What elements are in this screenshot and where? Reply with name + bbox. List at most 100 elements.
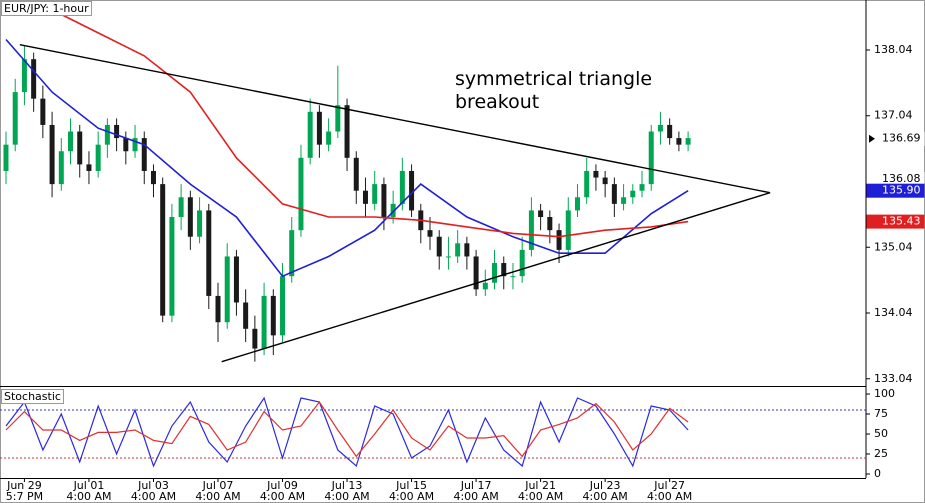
y-tick-label: 25 [874,447,888,460]
candle-body [160,184,166,316]
y-tick-label: 138.04 [874,43,913,56]
candle-body [114,124,120,139]
series-line [221,192,771,363]
candle-body [362,190,368,204]
candle-body [482,282,488,290]
candle-body [621,197,627,204]
candle-body [169,217,175,316]
candle-body [31,59,37,99]
candle-body [289,230,295,277]
candle-body [353,157,359,191]
candle-body [611,184,617,204]
x-tick-label: Jul 01 [73,479,105,492]
y-tick-label: 100 [874,387,895,400]
candle-body [399,170,405,204]
chart-title: EUR/JPY: 1-hour [1,1,92,16]
candle-body [77,131,83,165]
candle-body [492,263,498,283]
x-time-label: 4:00 AM [518,490,563,503]
candle-body [316,111,322,145]
candle-body [602,177,608,185]
candle-body [335,105,341,132]
x-time-label: 4:00 AM [195,490,240,503]
panel-title: Stochastic [1,389,64,404]
series-line [51,9,689,238]
candle-body [510,276,516,278]
x-time-label: 4:00 AM [66,490,111,503]
price-marker-label: 135.43 [882,215,921,228]
series-line [5,38,689,278]
candle-body [261,295,267,349]
candle-body [132,138,138,152]
candle-body [538,210,544,218]
candle-body [206,210,212,296]
x-time-label: 4:00 AM [324,490,369,503]
x-time-label: 4:00 AM [453,490,498,503]
x-time-label: 4:00 AM [389,490,434,503]
candle-body [390,203,396,218]
candle-body [501,263,507,277]
candle-body [123,138,129,152]
candle-body [49,124,55,185]
candle-body [639,184,645,191]
candle-body [12,92,18,145]
candle-body [95,144,101,171]
candle-body [224,256,230,323]
candle-body [150,170,156,185]
candle-body [372,184,378,204]
x-tick-label: Jul 15 [395,479,427,492]
price-marker [866,131,925,146]
y-tick-label: 75 [874,407,888,420]
candle-body [556,230,562,250]
y-tick-label: 0 [874,467,881,480]
x-tick-label: Jul 23 [589,479,621,492]
x-tick-label: Jul 27 [653,479,685,492]
candle-body [630,190,636,198]
candle-body [326,131,332,145]
candle-body [648,131,654,185]
x-tick-label: Jul 03 [137,479,169,492]
candle-body [307,111,313,158]
candle-body [86,164,92,171]
candle-body [243,302,249,329]
candle-body [574,197,580,211]
candle-body [215,295,221,323]
candle-body [593,170,599,178]
candle-body [141,138,147,171]
candle-body [58,151,64,185]
candle-body [40,98,46,125]
candle-body [565,210,571,250]
candle-body [685,138,691,145]
price-marker [866,214,925,229]
candle-body [436,236,442,257]
x-tick-label: Jul 21 [524,479,556,492]
candle-body [409,170,415,211]
candle-body [3,144,9,171]
x-time-label: 4:00 AM [583,490,628,503]
x-tick-label: Jul 17 [460,479,492,492]
candle-body [104,124,110,145]
candle-body [298,157,304,231]
candle-body [21,59,27,93]
y-tick-label: 135.04 [874,240,913,253]
candle-body [445,256,451,258]
candle-body [657,124,663,132]
price-marker-label: 135.90 [882,184,921,197]
series-line [19,44,771,194]
candle-body [270,295,276,336]
price-pointer [869,134,875,143]
candle-body [68,131,74,152]
candle-body [676,138,682,145]
y-tick-label: 137.04 [874,109,913,122]
candle-body [584,170,590,198]
candle-body [178,197,184,218]
candle-body [197,210,203,237]
y-tick-label: 50 [874,427,888,440]
price-marker-label: 136.08 [882,172,921,185]
candle-body [528,210,534,250]
x-time-label: 4:00 AM [647,490,692,503]
x-tick-label: Jul 07 [202,479,234,492]
